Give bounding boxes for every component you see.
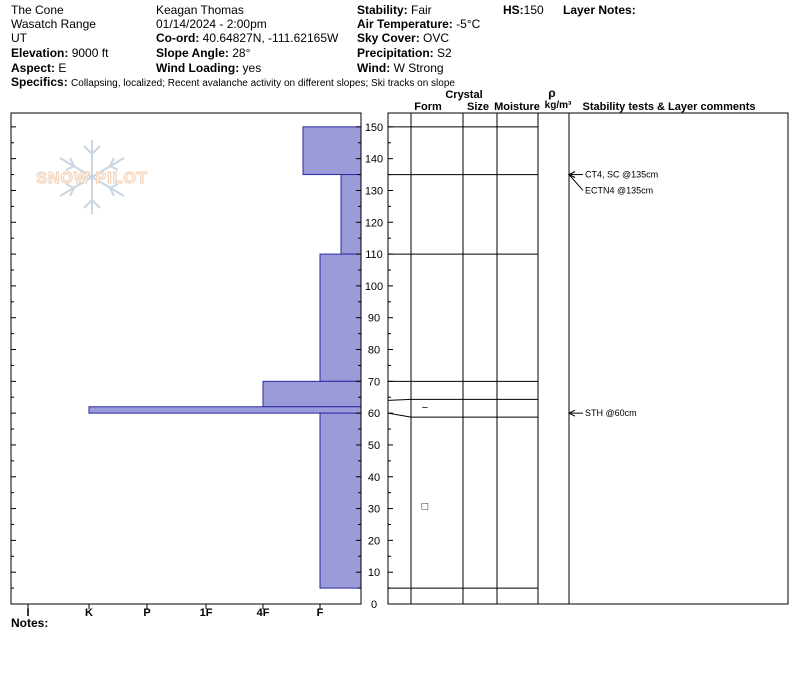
notes-label: Notes:	[11, 616, 49, 630]
y-tick-label: 60	[368, 408, 380, 420]
precipitation: Precipitation: S2	[357, 46, 452, 60]
hardness-layer-1	[340, 174, 362, 255]
x-tick-label: K	[85, 607, 93, 619]
datetime: 01/14/2024 - 2:00pm	[156, 17, 267, 31]
y-tick-label: 50	[368, 440, 380, 452]
aspect: Aspect: E	[11, 61, 67, 75]
y-tick-label: 20	[368, 535, 380, 547]
state: UT	[11, 31, 27, 45]
elevation: Elevation: 9000 ft	[11, 46, 109, 60]
snowflake-icon	[59, 140, 125, 214]
x-tick-label: P	[143, 607, 150, 619]
wind-loading: Wind Loading: yes	[156, 61, 262, 75]
layer-boundary-connector	[387, 412, 412, 418]
y-tick-label: 10	[368, 567, 380, 579]
snowpilot-logo: SNOW PILOT	[36, 140, 147, 214]
size-header: Size	[467, 101, 489, 113]
hardness-layer-2	[319, 253, 362, 382]
density-unit-header: kg/m³	[545, 100, 572, 111]
y-tick-label: 70	[368, 376, 380, 388]
snow-height: HS:150	[503, 3, 544, 17]
x-tick-label: F	[317, 607, 324, 619]
y-tick-label: 120	[365, 217, 383, 229]
y-tick-label: 110	[365, 249, 383, 261]
layer-boundary-connector	[387, 398, 412, 401]
stability-comment: ECTN4 @135cm	[585, 185, 653, 195]
range: Wasatch Range	[11, 17, 96, 31]
comment-leader	[568, 174, 584, 191]
hardness-layer-4	[88, 406, 362, 414]
arrow-icon	[567, 409, 576, 417]
layer-table-frame	[387, 112, 789, 605]
air-temperature: Air Temperature: -5°C	[357, 17, 481, 31]
hardness-layer-3	[262, 380, 362, 408]
y-tick-label: 30	[368, 504, 380, 516]
observer: Keagan Thomas	[156, 3, 244, 17]
hardness-layer-5	[319, 412, 362, 589]
form-header: Form	[414, 101, 442, 113]
location: The Cone	[11, 3, 64, 17]
density-rho-header: ρ	[548, 86, 555, 100]
y-tick-label: 150	[365, 122, 383, 134]
specifics: Specifics: Collapsing, localized; Recent…	[11, 75, 455, 89]
hardness-chart-frame	[10, 112, 362, 605]
stability-comment: CT4, SC @135cm	[585, 170, 658, 180]
crystal-form-symbol: −	[422, 402, 428, 414]
sky-cover: Sky Cover: OVC	[357, 31, 450, 45]
x-tick-label: 4F	[257, 607, 270, 619]
comments-header: Stability tests & Layer comments	[582, 101, 755, 113]
stability-comment: STH @60cm	[585, 408, 637, 418]
layer-notes-label: Layer Notes:	[563, 3, 636, 17]
y-tick-label: 140	[365, 154, 383, 166]
y-tick-label: 130	[365, 185, 383, 197]
x-tick-label: 1F	[200, 607, 213, 619]
slope-angle: Slope Angle: 28°	[156, 46, 251, 60]
y-tick-label: 40	[368, 472, 380, 484]
stability: Stability: Fair	[357, 3, 432, 17]
hardness-layer-0	[302, 126, 362, 176]
y-tick-label: 0	[371, 599, 377, 611]
coordinates: Co-ord: 40.64827N, -111.62165W	[156, 31, 339, 45]
moisture-header: Moisture	[494, 101, 540, 113]
y-tick-label: 90	[368, 313, 380, 325]
crystal-form-symbol: □	[422, 500, 429, 512]
wind: Wind: W Strong	[357, 61, 444, 75]
arrow-icon	[567, 171, 576, 179]
x-tick-label: I	[26, 607, 29, 619]
crystal-header: Crystal	[445, 89, 482, 101]
y-tick-label: 100	[365, 281, 383, 293]
logo-text: SNOW PILOT	[36, 170, 147, 187]
y-tick-label: 80	[368, 345, 380, 357]
